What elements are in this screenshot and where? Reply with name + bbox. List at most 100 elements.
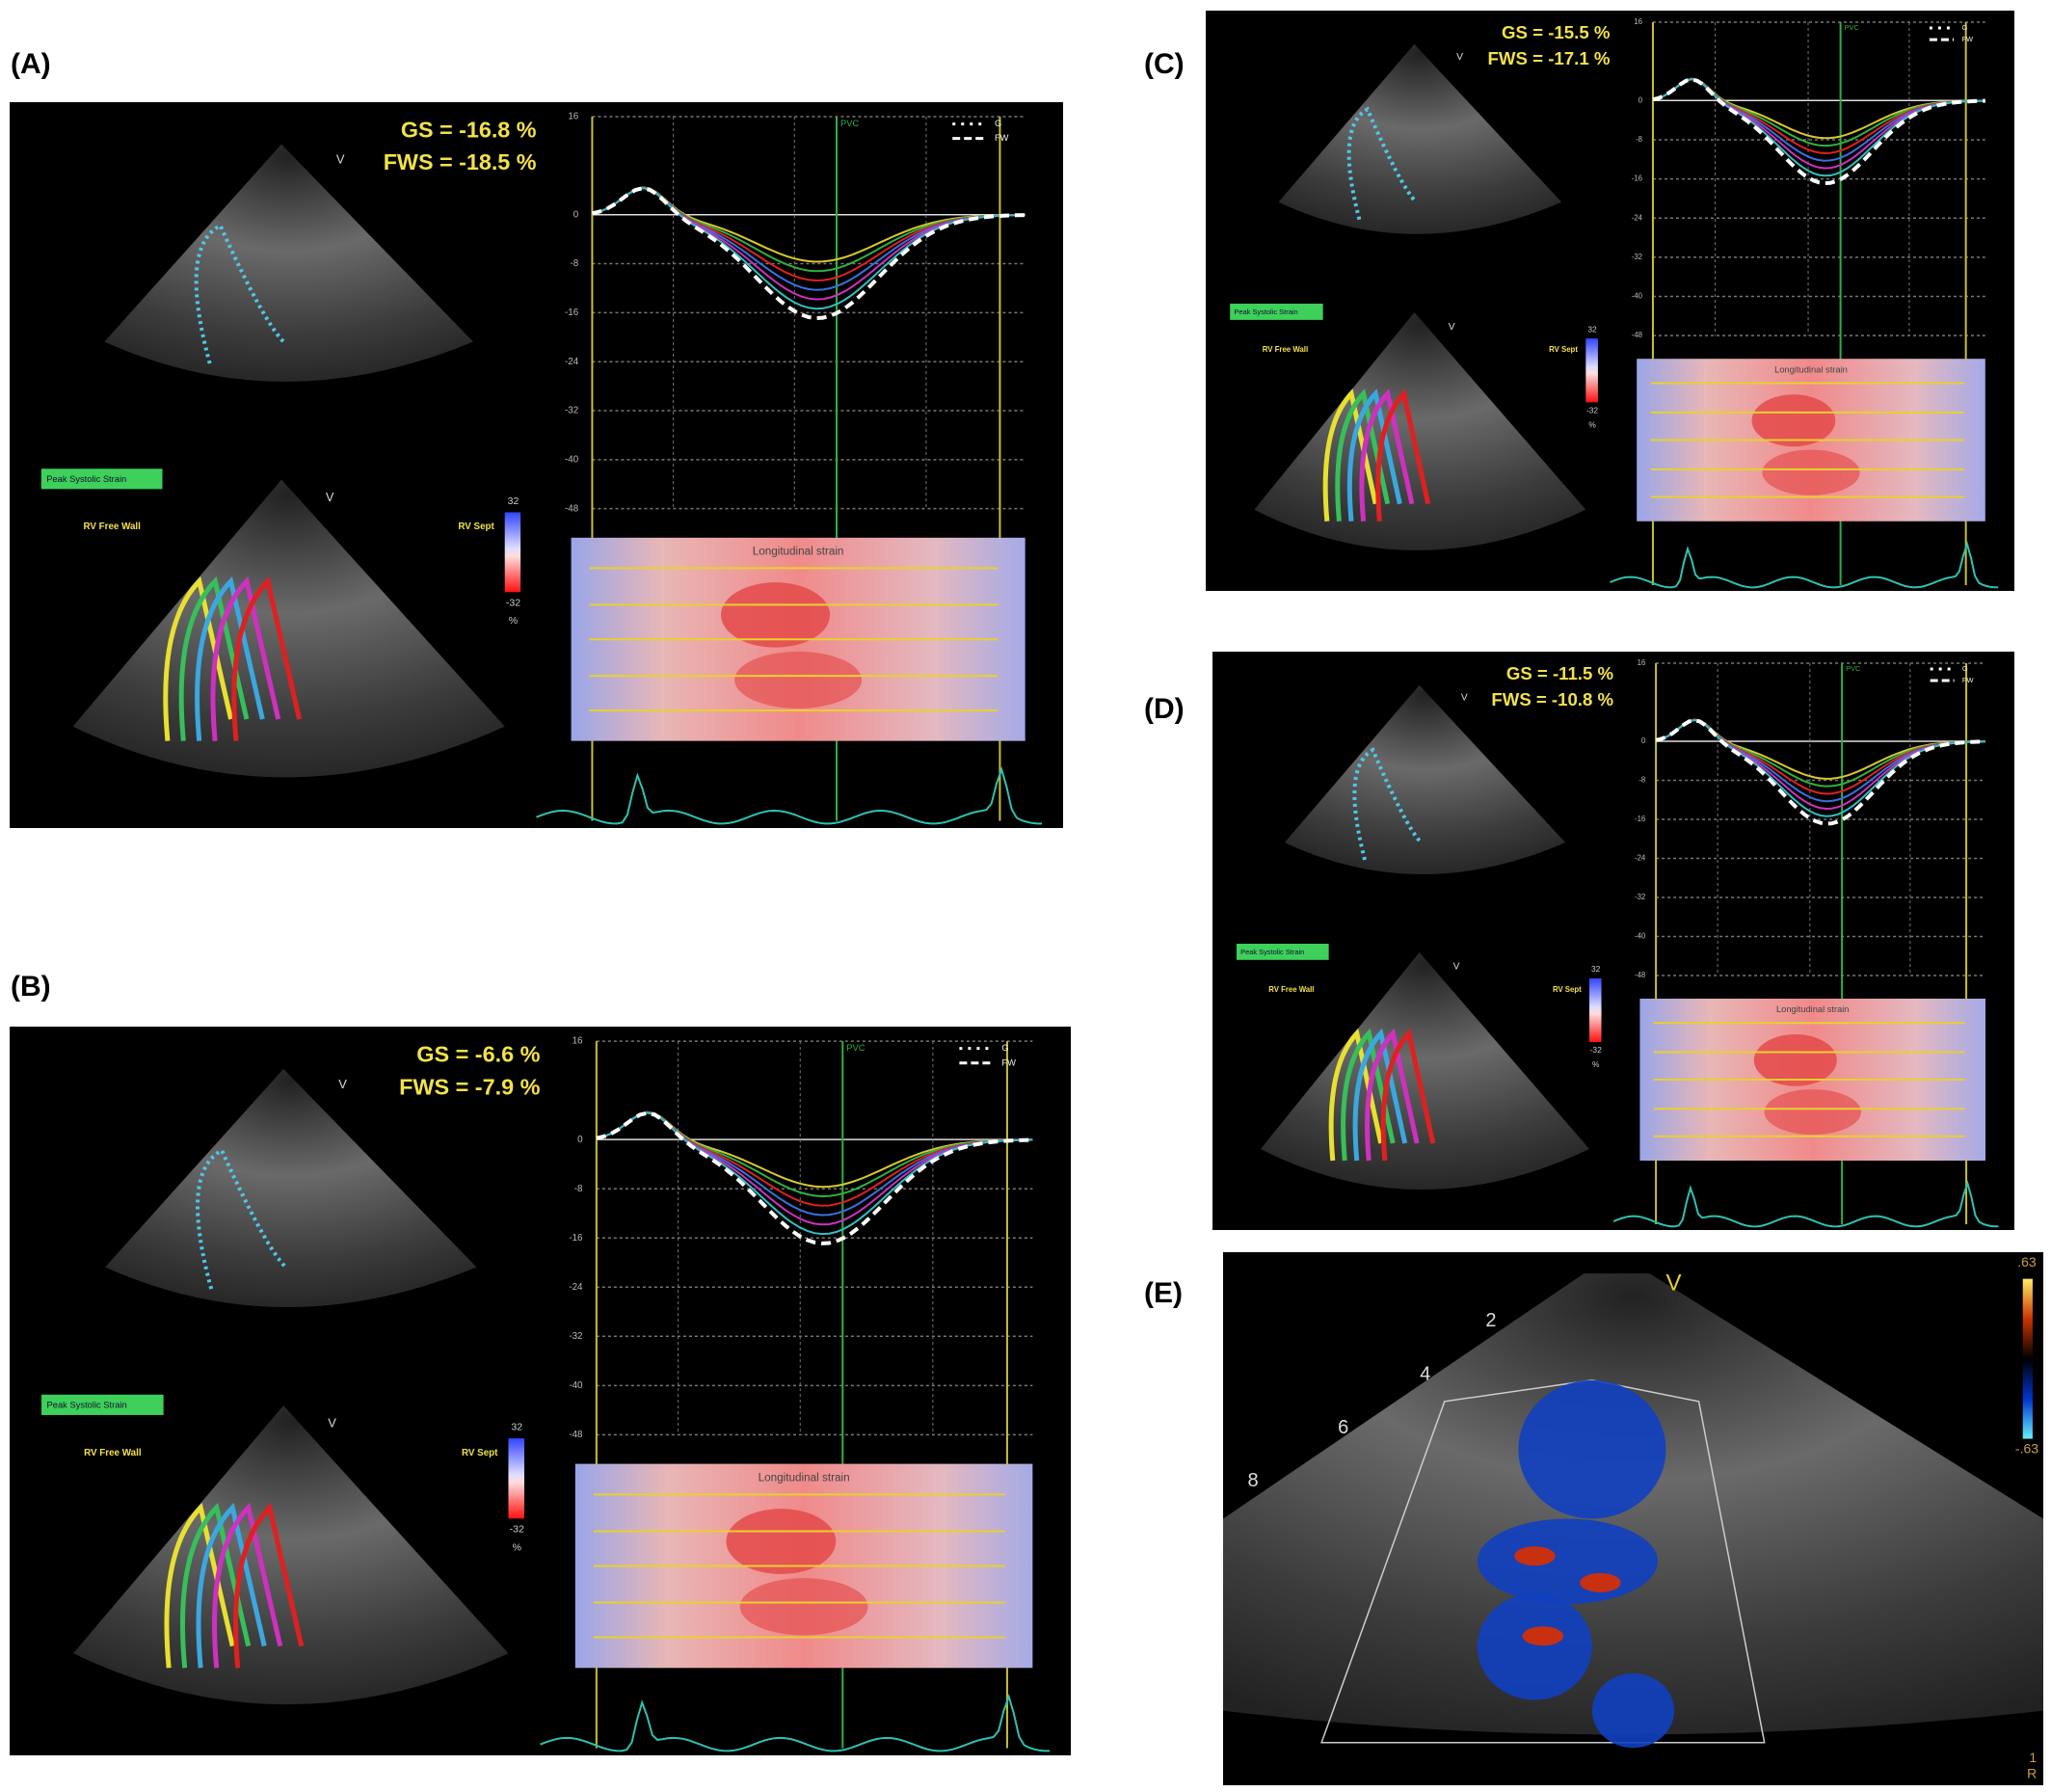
segment-trace xyxy=(196,1502,267,1669)
strain-panel: GS = -15.5 % FWS = -17.1 % V V Peak Systolic… xyxy=(1206,11,2014,591)
y-tick-label: 0 xyxy=(573,209,579,220)
legend-fw: FW xyxy=(995,133,1009,143)
view-marker: V xyxy=(1666,1270,1682,1297)
peak-label-bg xyxy=(41,1394,164,1415)
index-label: 1 xyxy=(2029,1750,2037,1765)
free-wall-label: RV Free Wall xyxy=(1268,985,1314,994)
segment-trace xyxy=(195,575,265,741)
strain-hotspot xyxy=(739,1578,868,1636)
peak-label: Peak Systolic Strain xyxy=(1234,308,1297,316)
depth-label: 2 xyxy=(1485,1310,1496,1331)
view-marker: V xyxy=(1453,962,1460,973)
flow-box xyxy=(1320,1378,1766,1744)
y-tick-label: -16 xyxy=(569,1233,583,1244)
segment-trace xyxy=(178,575,250,741)
doppler-panel: .63 -.63 V 2 4 6 8 1R xyxy=(1223,1252,2043,1785)
y-tick-label: 16 xyxy=(1634,17,1642,26)
velocity-scale xyxy=(2022,1278,2033,1439)
scale-min: -32 xyxy=(506,597,520,608)
ultrasound-upper xyxy=(1284,684,1566,874)
free-wall-label: RV Free Wall xyxy=(84,1448,142,1458)
segment-trace xyxy=(210,575,281,741)
free-wall-label: RV Free Wall xyxy=(1263,345,1308,354)
segment-trace xyxy=(163,575,233,741)
strain-hotspot xyxy=(721,582,831,648)
panel-label: (C) xyxy=(1144,48,1185,80)
y-tick-label: -24 xyxy=(1632,213,1643,222)
strain-curve xyxy=(591,186,1026,321)
scale-max: .63 xyxy=(2017,1254,2037,1270)
segment-trace xyxy=(1328,1028,1384,1162)
view-marker: V xyxy=(336,152,345,167)
depth-label: 6 xyxy=(1338,1417,1348,1438)
color-scale xyxy=(508,1438,524,1519)
y-tick-label: -40 xyxy=(1635,932,1646,941)
legend-g: G xyxy=(1961,23,1967,32)
fws-value: FWS = -18.5 % xyxy=(384,149,537,174)
strain-hotspot xyxy=(1753,1033,1837,1086)
sept-label: RV Sept xyxy=(462,1448,498,1458)
peak-label-bg xyxy=(1230,304,1323,320)
scale-unit: % xyxy=(1588,420,1596,430)
panel-label: (A) xyxy=(11,48,51,80)
strip-title: Longitudinal strain xyxy=(1776,1004,1849,1014)
flow-blue xyxy=(1591,1672,1675,1749)
peak-label: Peak Systolic Strain xyxy=(46,474,126,484)
strain-hotspot xyxy=(1751,394,1836,447)
pvc-label: PVC xyxy=(840,119,859,128)
y-tick-label: -24 xyxy=(1635,854,1646,863)
segment-trace xyxy=(231,575,303,741)
ultrasound-upper xyxy=(105,1068,477,1308)
strain-hotspot xyxy=(726,1509,837,1574)
y-tick-label: -32 xyxy=(1635,893,1645,901)
legend-g: G xyxy=(1962,664,1968,673)
fws-value: FWS = -10.8 % xyxy=(1491,689,1613,709)
y-tick-label: -8 xyxy=(1636,135,1643,144)
segment-trace xyxy=(1352,1028,1408,1162)
scale-unit: % xyxy=(509,615,518,627)
y-tick-label: -8 xyxy=(1638,776,1645,785)
y-tick-label: -24 xyxy=(569,1282,583,1293)
ecg-trace xyxy=(540,1693,1050,1752)
gs-value: GS = -16.8 % xyxy=(401,117,537,142)
strain-curve xyxy=(596,1110,1033,1245)
segment-trace xyxy=(233,1502,305,1669)
fws-value: FWS = -7.9 % xyxy=(399,1074,541,1099)
view-marker: V xyxy=(1449,322,1455,333)
scale-max: 32 xyxy=(1591,964,1601,974)
y-tick-label: -8 xyxy=(574,1184,583,1194)
color-scale xyxy=(1589,978,1602,1042)
y-tick-label: 0 xyxy=(577,1135,583,1145)
strain-panel: GS = -11.5 % FWS = -10.8 % V V Peak Systolic… xyxy=(1212,652,2014,1230)
color-scale xyxy=(504,512,521,593)
y-tick-label: -48 xyxy=(1635,971,1645,979)
flow-blue xyxy=(1518,1379,1666,1519)
y-tick-label: -48 xyxy=(569,1430,583,1440)
segment-trace xyxy=(1359,388,1415,522)
y-tick-label: -32 xyxy=(565,406,578,416)
scale-max: 32 xyxy=(511,1422,522,1433)
scale-min: -32 xyxy=(510,1523,524,1535)
y-tick-label: 16 xyxy=(573,1036,583,1047)
rv-trace xyxy=(1346,106,1418,221)
gs-value: GS = -11.5 % xyxy=(1506,663,1614,683)
segment-trace xyxy=(1322,388,1378,522)
strip-title: Longitudinal strain xyxy=(1774,364,1848,374)
strain-panel: GS = -6.6 % FWS = -7.9 % V V Peak Systolic S… xyxy=(10,1027,1071,1755)
y-tick-label: -8 xyxy=(571,258,579,269)
legend-g: G xyxy=(995,119,1001,128)
fws-value: FWS = -17.1 % xyxy=(1487,48,1610,68)
segment-trace xyxy=(1335,388,1391,522)
y-tick-label: -32 xyxy=(569,1331,582,1342)
segment-trace xyxy=(1346,388,1402,522)
legend-g: G xyxy=(1001,1043,1008,1053)
y-tick-label: -24 xyxy=(565,357,579,367)
y-tick-label: -40 xyxy=(1632,292,1643,301)
scale-min: -32 xyxy=(1590,1045,1602,1055)
legend-fw: FW xyxy=(1961,35,1974,43)
rv-trace xyxy=(196,1147,287,1290)
free-wall-label: RV Free Wall xyxy=(84,522,142,532)
segment-trace xyxy=(1375,388,1431,522)
y-tick-label: -40 xyxy=(565,454,579,465)
